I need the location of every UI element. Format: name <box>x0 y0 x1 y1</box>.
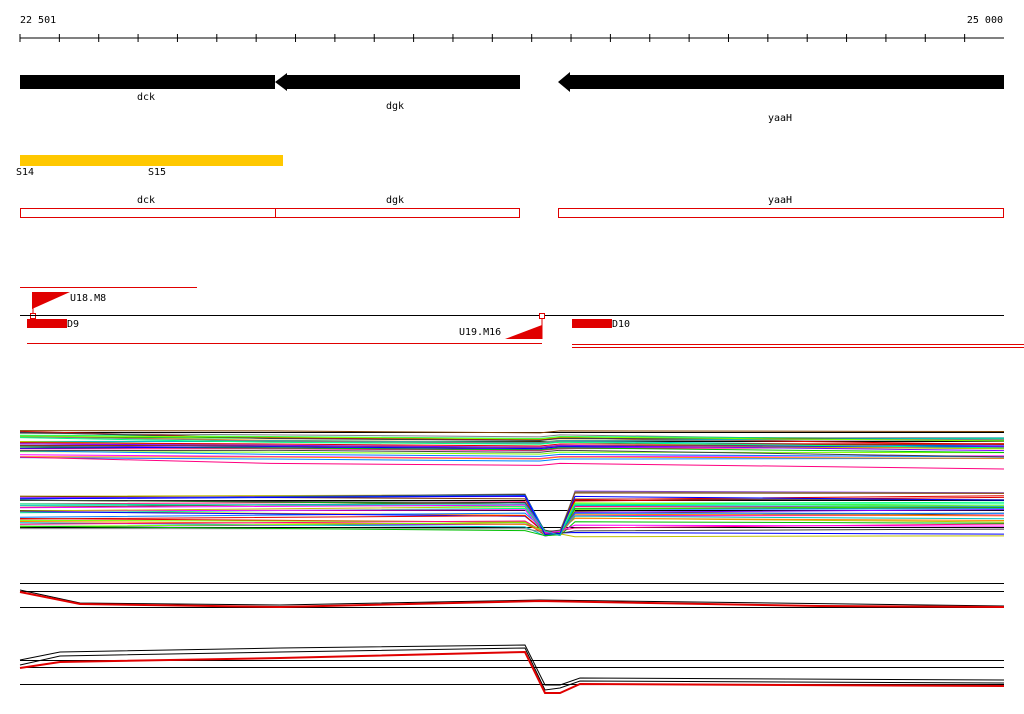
profile <box>19 503 1005 537</box>
ruler-ticks <box>19 34 966 42</box>
box-label: yaaH <box>768 195 792 206</box>
gene-arrow <box>20 75 275 89</box>
profile <box>19 449 1005 458</box>
profile <box>19 456 1005 470</box>
profile <box>19 437 1005 449</box>
profile <box>19 644 1005 686</box>
feature-label: U18.M8 <box>70 293 106 304</box>
profile <box>19 591 1005 609</box>
ruler-end: 25 000 <box>967 15 1003 26</box>
segment-bar <box>20 155 283 166</box>
marker <box>539 313 545 319</box>
profile <box>19 504 1005 534</box>
profile <box>19 513 1005 536</box>
gene-boxes <box>20 208 1004 218</box>
profile <box>19 507 1005 537</box>
feature-triangle <box>32 292 70 309</box>
gene-arrow <box>275 73 520 91</box>
reference-lines <box>20 432 1004 685</box>
feature-bar <box>27 319 67 328</box>
feature-label: D10 <box>612 319 630 330</box>
profile <box>19 647 1005 691</box>
summary-profiles <box>19 589 1005 694</box>
profile <box>19 450 1005 458</box>
gene-box <box>20 208 276 218</box>
profile <box>19 430 1005 434</box>
profile <box>19 437 1005 444</box>
profile <box>19 495 1005 535</box>
segment-label: S15 <box>148 167 166 178</box>
expression-profiles <box>19 430 1005 538</box>
segment-label: S14 <box>16 167 34 178</box>
gene-label: dgk <box>386 101 404 112</box>
profile <box>19 456 1005 460</box>
profile <box>19 454 1005 459</box>
profile <box>19 436 1005 444</box>
profile <box>19 443 1005 452</box>
profile <box>19 650 1005 694</box>
profile <box>19 435 1005 442</box>
gene-label: dck <box>137 92 155 103</box>
profile <box>19 446 1005 452</box>
profile <box>19 589 1005 607</box>
feature-bar <box>572 319 612 328</box>
feature-label: D9 <box>67 319 79 330</box>
profile <box>19 457 1005 462</box>
feature-triangle <box>505 325 542 339</box>
gene-arrow <box>558 72 1004 92</box>
gene-box <box>275 208 520 218</box>
box-label: dck <box>137 195 155 206</box>
gene-box <box>558 208 1004 218</box>
ruler-start: 22 501 <box>20 15 56 26</box>
box-label: dgk <box>386 195 404 206</box>
gene-arrows <box>20 72 1004 92</box>
gene-label: yaaH <box>768 113 792 124</box>
feature-label: U19.M16 <box>459 327 501 338</box>
